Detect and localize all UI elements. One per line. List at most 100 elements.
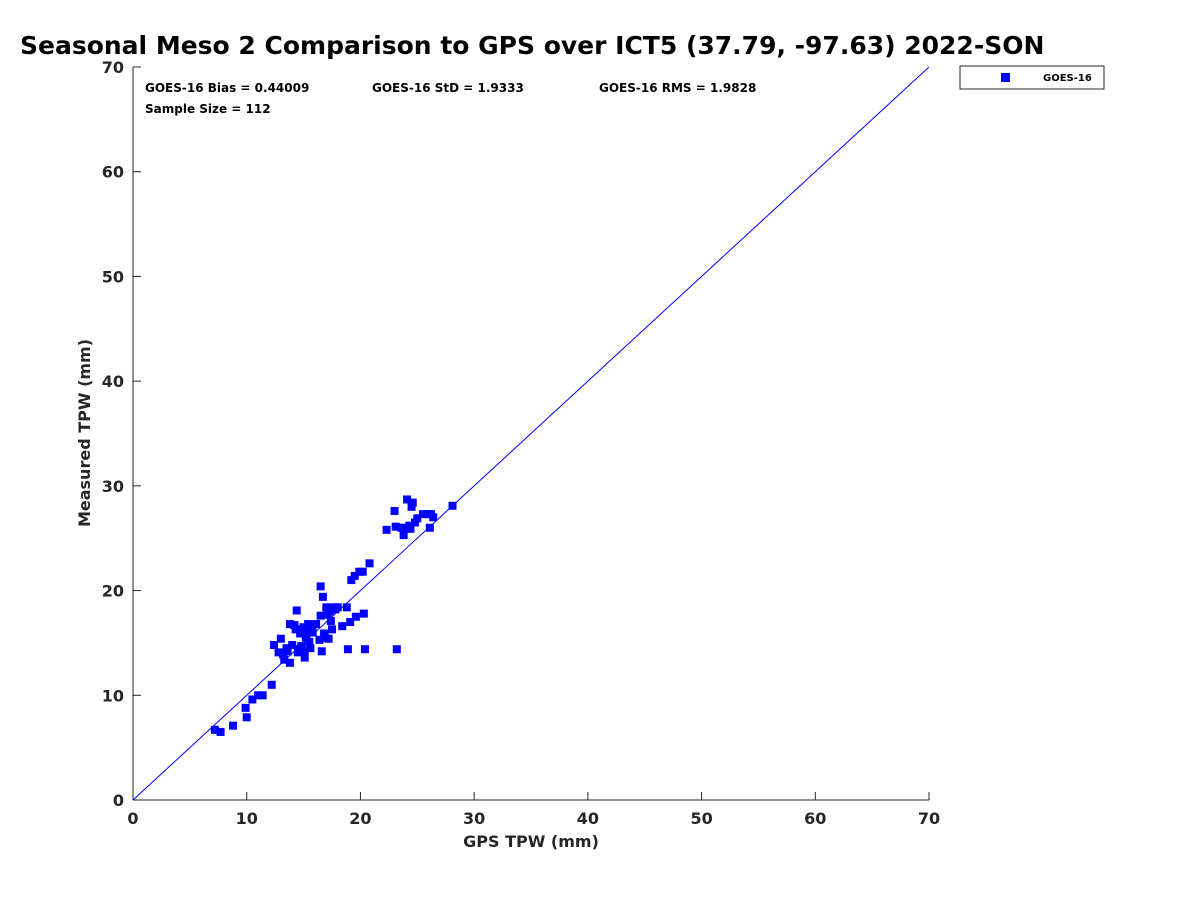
x-ticks: 0 10 20 30 40 50 60 70 bbox=[127, 792, 940, 828]
data-point bbox=[359, 609, 368, 618]
data-point bbox=[346, 617, 355, 626]
data-point bbox=[318, 592, 327, 601]
data-point bbox=[317, 647, 326, 656]
data-point bbox=[407, 502, 416, 511]
x-tick-label: 10 bbox=[236, 809, 258, 828]
data-point bbox=[270, 641, 279, 650]
data-point bbox=[324, 634, 333, 643]
data-point bbox=[300, 653, 309, 662]
data-point bbox=[306, 644, 315, 653]
data-point bbox=[301, 633, 310, 642]
legend-box bbox=[959, 65, 1105, 90]
data-point bbox=[312, 620, 321, 629]
legend-label: GOES-16 bbox=[1043, 73, 1092, 84]
data-point bbox=[285, 658, 294, 667]
chart-title: Seasonal Meso 2 Comparison to GPS over I… bbox=[20, 31, 1044, 60]
x-tick-label: 0 bbox=[127, 809, 138, 828]
x-tick-label: 40 bbox=[577, 809, 599, 828]
data-point bbox=[360, 645, 369, 654]
data-point bbox=[274, 648, 283, 657]
data-point bbox=[316, 582, 325, 591]
legend-marker bbox=[1001, 73, 1010, 82]
x-axis-label: GPS TPW (mm) bbox=[463, 832, 599, 851]
data-point bbox=[333, 603, 342, 612]
data-points bbox=[210, 495, 457, 736]
data-point bbox=[326, 616, 335, 625]
data-point bbox=[408, 498, 417, 507]
data-point bbox=[429, 513, 438, 522]
data-point bbox=[406, 524, 415, 533]
data-point bbox=[343, 645, 352, 654]
data-point bbox=[300, 646, 309, 655]
y-tick-label: 20 bbox=[102, 582, 124, 601]
data-point bbox=[276, 634, 285, 643]
sample-size-stat: Sample Size = 112 bbox=[145, 102, 271, 116]
bias-stat: GOES-16 Bias = 0.44009 bbox=[145, 81, 309, 95]
data-point bbox=[397, 523, 406, 532]
data-point bbox=[285, 620, 294, 629]
data-point bbox=[297, 642, 306, 651]
data-point bbox=[254, 691, 263, 700]
one-to-one-reference-line bbox=[132, 66, 930, 801]
data-point bbox=[418, 510, 427, 519]
data-point bbox=[399, 531, 408, 540]
data-point bbox=[258, 691, 267, 700]
rms-stat: GOES-16 RMS = 1.9828 bbox=[599, 81, 756, 95]
data-point bbox=[328, 625, 336, 634]
y-ticks: 0 10 20 30 40 50 60 70 bbox=[102, 58, 141, 810]
y-axis-label: Measured TPW (mm) bbox=[75, 339, 94, 527]
data-point bbox=[390, 506, 399, 515]
data-point bbox=[288, 641, 297, 650]
data-point bbox=[350, 571, 359, 580]
data-point bbox=[411, 518, 420, 527]
data-point bbox=[283, 647, 292, 656]
data-point bbox=[291, 625, 300, 634]
data-point bbox=[325, 607, 334, 616]
axes bbox=[132, 67, 929, 801]
data-point bbox=[248, 695, 257, 704]
data-point bbox=[305, 637, 314, 646]
data-point bbox=[403, 495, 412, 504]
data-point bbox=[413, 514, 422, 523]
data-point bbox=[316, 611, 325, 620]
x-tick-label: 20 bbox=[349, 809, 371, 828]
y-tick-label: 30 bbox=[102, 477, 124, 496]
data-point bbox=[391, 522, 400, 531]
data-point bbox=[308, 628, 317, 637]
data-point bbox=[338, 622, 347, 631]
legend: GOES-16 bbox=[959, 65, 1105, 90]
data-point bbox=[290, 621, 299, 630]
data-point bbox=[267, 680, 276, 689]
data-point bbox=[315, 635, 324, 644]
data-point bbox=[320, 629, 329, 638]
data-point bbox=[229, 721, 238, 730]
y-tick-label: 10 bbox=[102, 686, 124, 705]
data-point bbox=[279, 650, 288, 659]
x-tick-label: 60 bbox=[804, 809, 826, 828]
data-point bbox=[365, 559, 374, 568]
data-point bbox=[302, 628, 311, 637]
data-point bbox=[210, 725, 219, 734]
data-point bbox=[358, 567, 367, 576]
data-point bbox=[448, 501, 457, 510]
y-tick-label: 0 bbox=[113, 791, 124, 810]
std-stat: GOES-16 StD = 1.9333 bbox=[372, 81, 524, 95]
data-point bbox=[322, 603, 331, 612]
data-point bbox=[347, 576, 356, 585]
y-tick-label: 40 bbox=[102, 372, 124, 391]
data-point bbox=[280, 655, 289, 664]
x-tick-label: 70 bbox=[918, 809, 940, 828]
data-point bbox=[307, 623, 316, 632]
x-tick-label: 30 bbox=[463, 809, 485, 828]
y-tick-label: 70 bbox=[102, 58, 124, 77]
data-point bbox=[242, 713, 251, 722]
data-point bbox=[382, 525, 391, 534]
data-point bbox=[342, 603, 351, 612]
data-point bbox=[292, 606, 301, 615]
data-point bbox=[216, 727, 225, 736]
data-point bbox=[241, 703, 250, 712]
data-point bbox=[425, 523, 434, 532]
data-point bbox=[351, 612, 360, 621]
data-point bbox=[392, 645, 401, 654]
